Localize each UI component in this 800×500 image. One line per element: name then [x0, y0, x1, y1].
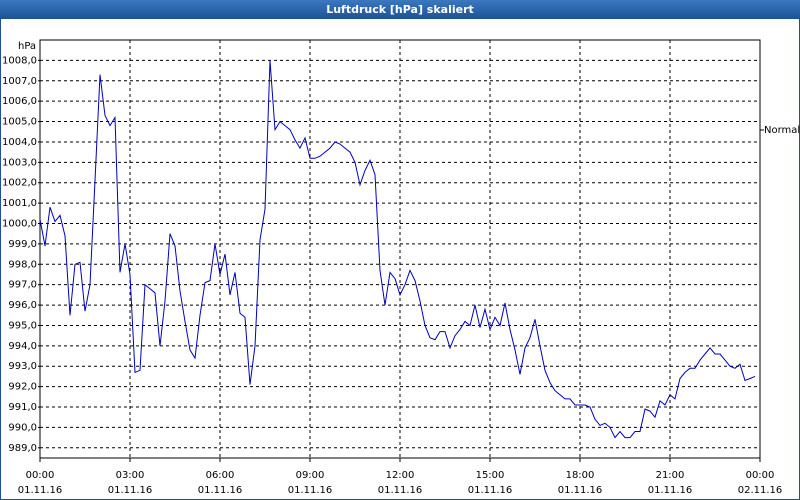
y-tick-label: 1000,0: [2, 219, 37, 230]
y-tick-label: 989,0: [8, 443, 37, 454]
y-tick-label: 995,0: [8, 320, 37, 331]
x-tick-label: 09:00: [296, 470, 325, 481]
x-tick-label: 18:00: [566, 470, 595, 481]
x-tick-date: 01.11.16: [18, 485, 63, 496]
y-tick-label: 990,0: [8, 422, 37, 433]
x-tick-date: 01.11.16: [468, 485, 513, 496]
x-tick-label: 15:00: [476, 470, 505, 481]
x-tick-date: 01.11.16: [378, 485, 423, 496]
x-tick-label: 03:00: [116, 470, 145, 481]
x-tick-date: 01.11.16: [648, 485, 693, 496]
x-tick-date: 01.11.16: [288, 485, 333, 496]
y-tick-label: 1001,0: [2, 198, 37, 209]
chart-title: Luftdruck [hPa] skaliert: [326, 3, 474, 16]
y-tick-label: 999,0: [8, 239, 37, 250]
x-tick-date: 02.11.16: [738, 485, 783, 496]
x-tick-label: 00:00: [26, 470, 55, 481]
y-tick-label: 991,0: [8, 402, 37, 413]
x-tick-label: 00:00: [746, 470, 775, 481]
y-tick-label: 1005,0: [2, 117, 37, 128]
y-tick-label: 997,0: [8, 280, 37, 291]
y-tick-label: 1004,0: [2, 137, 37, 148]
y-tick-label: 992,0: [8, 382, 37, 393]
x-tick-label: 21:00: [656, 470, 685, 481]
x-tick-date: 01.11.16: [558, 485, 603, 496]
x-tick-date: 01.11.16: [108, 485, 153, 496]
y-tick-label: 993,0: [8, 361, 37, 372]
x-tick-date: 01.11.16: [198, 485, 243, 496]
legend-entry: Normal: [764, 125, 800, 136]
x-tick-label: 06:00: [206, 470, 235, 481]
y-tick-label: 1006,0: [2, 96, 37, 107]
x-tick-label: 12:00: [386, 470, 415, 481]
data-line: [39, 60, 756, 439]
y-tick-label: 996,0: [8, 300, 37, 311]
y-tick-label: 1002,0: [2, 178, 37, 189]
y-tick-label: 998,0: [8, 259, 37, 270]
title-bar: [0, 0, 800, 19]
y-tick-label: 1008,0: [2, 55, 37, 66]
y-axis-label: hPa: [18, 41, 36, 52]
y-tick-label: 994,0: [8, 341, 37, 352]
y-tick-label: 1003,0: [2, 157, 37, 168]
y-tick-label: 1007,0: [2, 76, 37, 87]
